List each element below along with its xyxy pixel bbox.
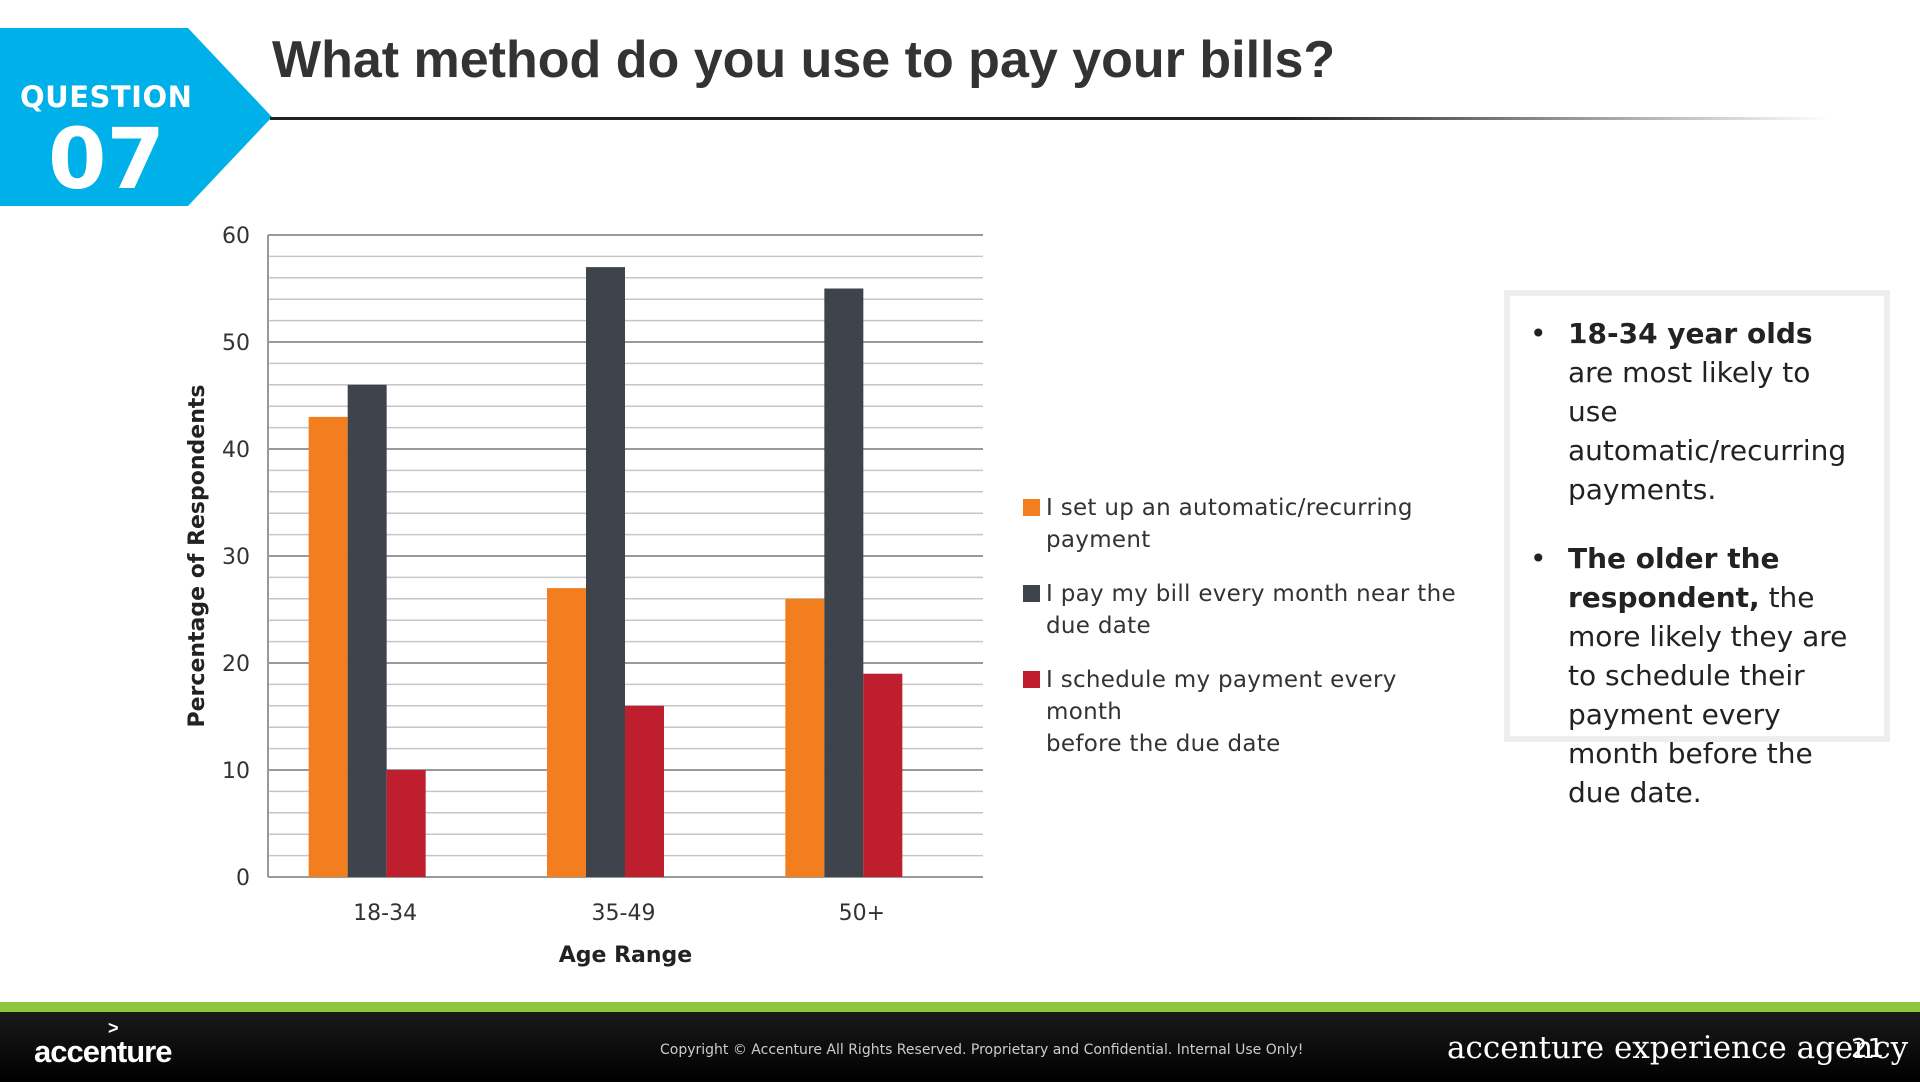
bar-automatic-35-49 (547, 588, 586, 877)
insight-older-bold: The older the respondent, (1568, 542, 1780, 614)
insight-box: • 18-34 year olds are most likely to use… (1504, 290, 1890, 809)
bar-near-due-50+ (824, 288, 864, 877)
chart-legend: I set up an automatic/recurring payment … (1022, 492, 1462, 782)
legend-label-automatic-line2: payment (1046, 527, 1151, 553)
y-tick-label: 60 (222, 224, 250, 249)
bar-near-due-35-49 (586, 267, 625, 878)
legend-swatch-near-due (1023, 585, 1040, 602)
bullet-icon: • (1530, 542, 1547, 575)
accenture-logo: accenture (34, 1034, 172, 1069)
legend-label-near-due-line1: I pay my bill every month near the (1046, 581, 1456, 607)
insight-young-text: are most likely to use automatic/recurri… (1568, 356, 1847, 506)
x-axis-label: Age Range (559, 943, 692, 968)
agency-logo: accenture experience agency (1447, 1030, 1909, 1066)
bullet-icon: • (1530, 317, 1547, 350)
legend-label-before-due-line2: before the due date (1046, 731, 1281, 757)
bar-automatic-50+ (785, 598, 825, 877)
footer-accent-bar (0, 1002, 1920, 1012)
bar-before-due-35-49 (625, 705, 664, 877)
bar-before-due-18-34 (386, 770, 426, 877)
y-tick-label: 20 (222, 652, 250, 677)
y-axis-label: Percentage of Respondents (185, 385, 210, 728)
legend-label-automatic-line1: I set up an automatic/recurring (1046, 495, 1413, 521)
insight-item-older: • The older the respondent, the more lik… (1530, 539, 1864, 812)
accenture-logo-mark: > (108, 1018, 119, 1038)
bar-chart: 0 10 20 30 40 50 60 18-34 35-49 50+ Age Range Perce… (185, 224, 983, 968)
legend-swatch-automatic (1023, 499, 1040, 516)
legend-item-automatic: I set up an automatic/recurring payment (1022, 492, 1462, 556)
y-tick-label: 40 (222, 438, 250, 463)
footer: > accenture Copyright © Accenture All Ri… (0, 1012, 1920, 1082)
legend-swatch-before-due (1023, 671, 1040, 688)
x-tick-label: 50+ (839, 901, 885, 926)
insight-older-text: the more likely they are to schedule the… (1568, 581, 1848, 809)
question-label: QUESTION (20, 80, 193, 114)
legend-item-near-due: I pay my bill every month near the due d… (1022, 578, 1462, 642)
copyright-text: Copyright © Accenture All Rights Reserve… (660, 1042, 1304, 1058)
question-number: 07 (48, 110, 165, 208)
question-badge-shape (0, 28, 272, 206)
page-title: What method do you use to pay your bills… (272, 31, 1336, 89)
title-divider (270, 117, 1830, 120)
bar-before-due-50+ (863, 673, 903, 877)
insight-item-young: • 18-34 year olds are most likely to use… (1530, 314, 1864, 509)
bar-near-due-18-34 (347, 384, 387, 877)
y-tick-label: 0 (236, 866, 250, 891)
x-tick-label: 18-34 (353, 901, 417, 926)
legend-label-before-due-line1: I schedule my payment every month (1046, 667, 1397, 725)
bar-automatic-18-34 (308, 416, 348, 877)
page-number: 21 (1851, 1034, 1885, 1064)
y-tick-label: 50 (222, 331, 250, 356)
legend-label-near-due-line2: due date (1046, 613, 1151, 639)
insight-young-bold: 18-34 year olds (1568, 317, 1813, 350)
x-tick-label: 35-49 (592, 901, 656, 926)
insight-list: • 18-34 year olds are most likely to use… (1530, 314, 1864, 812)
y-tick-label: 10 (222, 759, 250, 784)
y-tick-label: 30 (222, 545, 250, 570)
question-badge: QUESTION 07 (0, 28, 272, 208)
legend-item-before-due: I schedule my payment every month before… (1022, 664, 1462, 760)
